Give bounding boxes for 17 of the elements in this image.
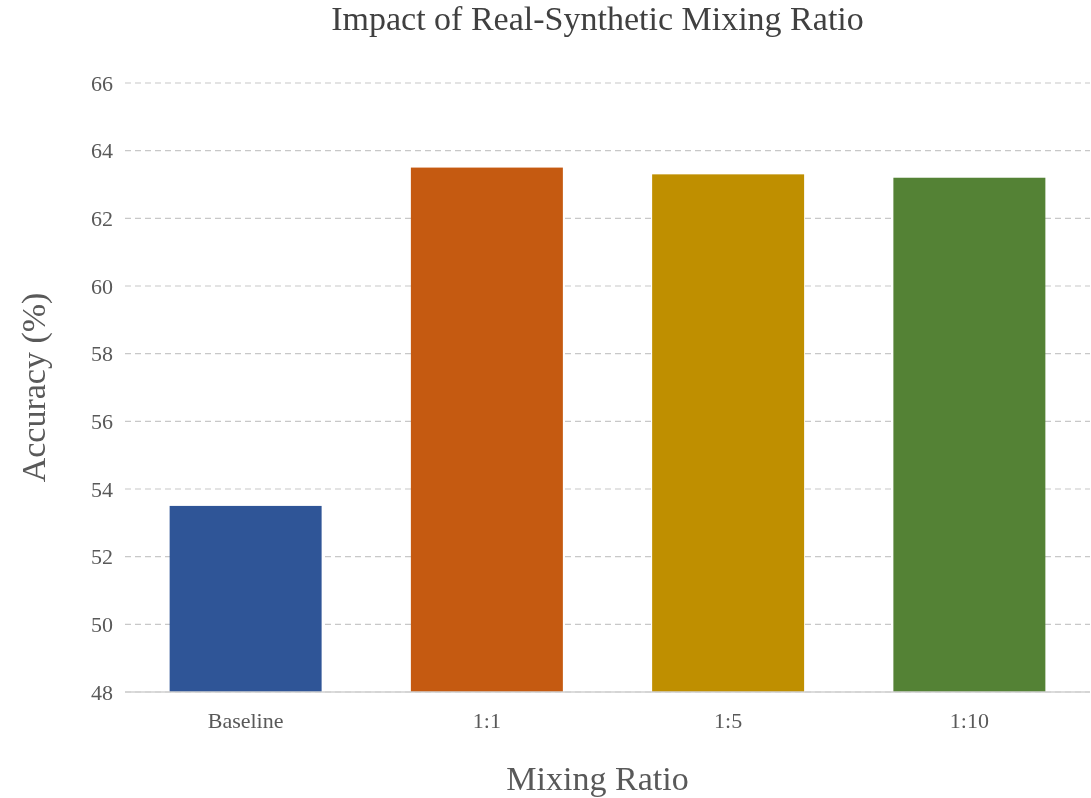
x-tick-label: 1:1 — [472, 708, 501, 733]
y-tick-label: 52 — [91, 544, 113, 570]
x-tick-label: 1:10 — [949, 708, 989, 733]
chart-title: Impact of Real-Synthetic Mixing Ratio — [331, 0, 864, 37]
x-tick-label: 1:5 — [714, 708, 743, 733]
y-tick-label: 64 — [91, 138, 113, 164]
y-tick-label: 48 — [91, 679, 113, 705]
y-tick-label: 58 — [91, 341, 113, 367]
y-tick-label: 54 — [91, 476, 113, 502]
y-tick-label: 62 — [91, 206, 113, 232]
y-axis-title: Accuracy (%) — [15, 292, 53, 483]
x-axis-title: Mixing Ratio — [506, 760, 689, 797]
y-tick-label: 56 — [91, 409, 113, 435]
y-tick-label: 50 — [91, 612, 113, 638]
x-tick-label: Baseline — [207, 708, 284, 733]
y-tick-label: 60 — [91, 273, 113, 299]
y-tick-label: 66 — [91, 70, 113, 96]
